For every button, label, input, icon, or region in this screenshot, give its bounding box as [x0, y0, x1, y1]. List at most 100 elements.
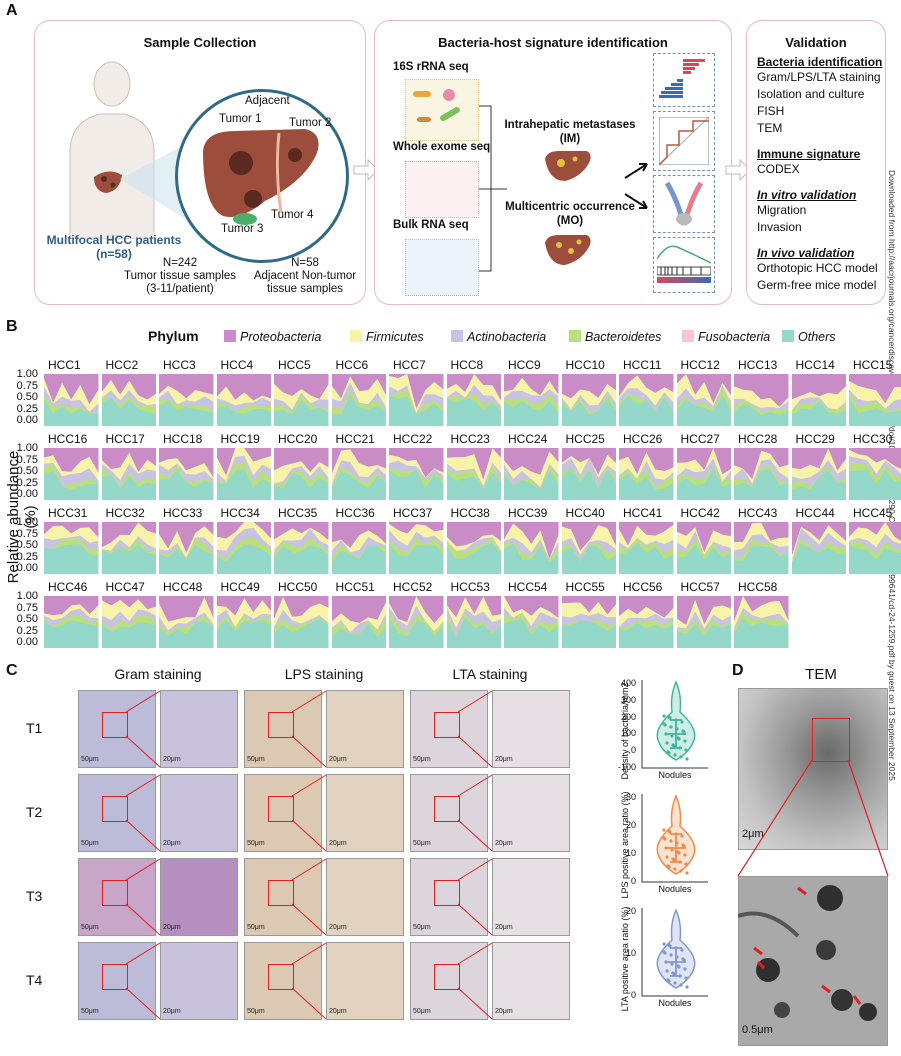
zoom-square — [268, 796, 294, 822]
tumor-4-label: Tumor 4 — [271, 209, 314, 221]
seq-rna-label: Bulk RNA seq — [393, 219, 469, 231]
abundance-strip — [331, 448, 386, 500]
mo-abbr: (MO) — [556, 215, 584, 227]
tumor-3-label: Tumor 3 — [221, 223, 264, 235]
patient-label: HCC39 — [508, 506, 548, 520]
tem-zoom-box — [812, 718, 850, 762]
scale-label-low: 50μm — [81, 840, 99, 847]
patient-label: HCC46 — [48, 580, 88, 594]
row-label: T1 — [26, 720, 43, 736]
scale-label-low: 50μm — [81, 756, 99, 763]
validation-item: Orthotopic HCC model — [757, 261, 878, 275]
micrograph-high — [160, 942, 238, 1020]
zoom-square — [434, 796, 460, 822]
y-tick-label: 0.00 — [16, 414, 38, 426]
zoom-lines — [291, 942, 327, 1020]
abundance-strip — [216, 596, 271, 648]
patient-label: HCC51 — [335, 580, 375, 594]
scale-label-low: 50μm — [247, 1008, 265, 1015]
micrograph-low — [410, 774, 488, 852]
abundance-strip — [504, 522, 559, 574]
y-tick-label: 0.75 — [16, 601, 38, 614]
legend-label: Fusobacteria — [698, 330, 771, 344]
abundance-strip — [274, 522, 329, 574]
seq-16s-label: 16S rRNA seq — [393, 61, 469, 73]
legend-item-others: Others — [782, 330, 836, 344]
scale-label-high: 20μm — [329, 1008, 347, 1015]
y-tick-label: 0.25 — [16, 624, 38, 637]
liver-icon — [203, 129, 319, 225]
violin-shape — [641, 908, 708, 997]
im-label: Intrahepatic metastases — [504, 119, 636, 131]
micrograph-low — [410, 858, 488, 936]
patient-label: HCC28 — [738, 432, 778, 446]
micrograph-high — [326, 690, 404, 768]
violin-shape — [641, 794, 708, 883]
scale-label-high: 20μm — [329, 840, 347, 847]
micrograph-low — [244, 774, 322, 852]
scale-label-high: 20μm — [329, 756, 347, 763]
liver-im-icon — [545, 151, 591, 181]
patient-silhouette-icon — [69, 61, 155, 239]
scale-label-high: 20μm — [163, 756, 181, 763]
micrograph-high — [326, 942, 404, 1020]
micrograph-high — [492, 858, 570, 936]
patient-label: HCC4 — [220, 358, 254, 372]
patient-label: HCC42 — [680, 506, 720, 520]
violin-tick: 200 — [620, 711, 636, 722]
y-tick-label: 0.75 — [16, 527, 38, 540]
seq-rna-image — [405, 239, 479, 296]
zoom-lines — [125, 774, 161, 852]
micrograph-low — [78, 858, 156, 936]
violin-tick: -100 — [617, 762, 636, 772]
scale-label-low: 50μm — [81, 1008, 99, 1015]
patients-label: Multifocal HCC patients — [46, 233, 182, 247]
patient-label: HCC21 — [335, 432, 375, 446]
patient-label: HCC30 — [853, 432, 893, 446]
patient-label: HCC29 — [795, 432, 835, 446]
zoom-lines — [291, 690, 327, 768]
patient-label: HCC37 — [393, 506, 433, 520]
validation-item: Germ-free mice model — [757, 278, 877, 292]
abundance-strip — [791, 374, 846, 426]
abundance-strip — [101, 596, 156, 648]
patient-label: HCC20 — [278, 432, 318, 446]
scale-label-high: 20μm — [495, 924, 513, 931]
tem-zoom-lines — [737, 759, 889, 877]
legend-label: Bacteroidetes — [585, 330, 662, 344]
abundance-strip — [561, 522, 616, 574]
result-arrows — [624, 163, 648, 209]
legend-title: Phylum — [148, 328, 199, 344]
violin-shape — [641, 680, 708, 769]
abundance-strip — [274, 448, 329, 500]
abundance-strip — [561, 374, 616, 426]
result-volcano — [653, 175, 715, 233]
abundance-strip — [389, 448, 444, 500]
abundance-strip — [619, 596, 674, 648]
validation-head-4: In vivo validation — [757, 246, 855, 260]
patient-label: HCC33 — [163, 506, 203, 520]
y-tick-label: 0.00 — [16, 562, 38, 574]
abundance-strip — [101, 522, 156, 574]
violin-tick: 10 — [625, 848, 636, 858]
legend-label: Others — [798, 330, 836, 344]
result-bar-chart — [653, 53, 715, 107]
abundance-strip — [216, 374, 271, 426]
abundance-strip — [791, 522, 846, 574]
legend-item-firmicutes: Firmicutes — [350, 330, 424, 344]
y-tick-label: 0.00 — [16, 636, 38, 648]
abundance-strip — [274, 374, 329, 426]
abundance-strip — [159, 448, 214, 500]
tem-image-low — [738, 688, 888, 850]
bacteria-icon — [413, 89, 460, 122]
patient-label: HCC47 — [105, 580, 145, 594]
zoom-square — [102, 964, 128, 990]
tumor-samples-range: (3-11/patient) — [146, 283, 214, 295]
tumor-samples-n: N=242 — [162, 257, 198, 269]
abundance-strip — [216, 448, 271, 500]
micrograph-low — [244, 858, 322, 936]
abundance-strip — [446, 448, 501, 500]
patient-label: HCC2 — [105, 358, 139, 372]
patient-label: HCC57 — [680, 580, 720, 594]
y-tick-label: 0.75 — [16, 379, 38, 392]
